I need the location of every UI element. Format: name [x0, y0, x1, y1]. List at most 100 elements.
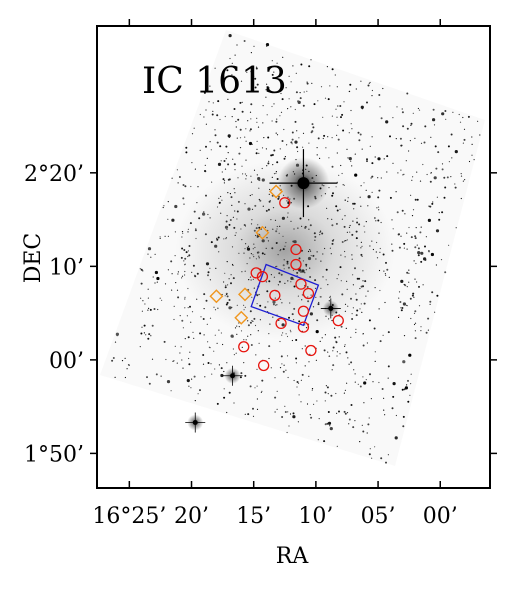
background-star	[417, 247, 420, 250]
background-star	[340, 164, 342, 167]
background-star	[205, 299, 208, 302]
background-star	[363, 302, 366, 305]
background-star	[256, 174, 258, 176]
background-star	[274, 297, 276, 299]
background-star	[221, 171, 223, 173]
background-star	[433, 176, 437, 180]
background-star	[218, 364, 220, 366]
background-star	[218, 251, 220, 253]
background-star	[385, 261, 387, 264]
background-star	[211, 113, 214, 116]
background-star	[431, 202, 434, 205]
y-tick-label: 10’	[49, 255, 84, 280]
background-star	[147, 297, 149, 299]
background-star	[331, 115, 333, 117]
background-star	[360, 80, 362, 82]
background-star	[382, 87, 384, 90]
background-star	[247, 324, 250, 327]
background-star	[270, 154, 273, 157]
background-star	[401, 111, 404, 114]
background-star	[290, 106, 292, 108]
background-star	[262, 122, 264, 124]
background-star	[235, 232, 237, 234]
background-star	[234, 54, 236, 56]
background-star	[338, 336, 340, 338]
background-star	[272, 164, 274, 166]
background-star	[254, 86, 257, 89]
background-star	[362, 270, 364, 272]
background-star	[265, 281, 267, 283]
background-star	[345, 327, 347, 329]
background-star	[310, 416, 313, 419]
background-star	[256, 83, 259, 86]
background-star	[293, 285, 296, 288]
background-star	[314, 287, 317, 289]
background-star	[288, 316, 290, 319]
background-star	[362, 280, 364, 282]
background-star	[244, 203, 246, 205]
background-star	[431, 291, 434, 294]
background-star	[216, 114, 219, 117]
background-star	[349, 83, 352, 86]
background-star	[217, 100, 220, 103]
background-star	[436, 294, 439, 297]
background-star	[218, 329, 220, 331]
background-star	[232, 348, 234, 350]
background-star	[342, 129, 345, 132]
background-star	[282, 332, 284, 334]
background-star	[216, 206, 219, 208]
background-star	[458, 113, 460, 116]
background-star	[191, 311, 194, 313]
background-star	[325, 315, 327, 317]
background-star	[196, 272, 199, 275]
background-star	[336, 134, 338, 136]
background-star	[249, 194, 251, 197]
background-star	[330, 394, 333, 397]
background-star	[471, 136, 473, 138]
background-star	[344, 389, 346, 391]
background-star	[327, 393, 329, 395]
background-star	[287, 266, 290, 269]
background-star	[324, 423, 327, 426]
background-star	[284, 411, 287, 413]
background-star	[230, 334, 234, 338]
galaxy-diffuse-glow	[175, 160, 395, 340]
background-star	[336, 445, 338, 447]
background-star	[261, 178, 265, 182]
background-star	[147, 309, 149, 311]
background-star	[347, 157, 349, 159]
background-star	[347, 357, 349, 359]
background-star	[139, 268, 141, 270]
background-star	[343, 392, 345, 394]
background-star	[184, 274, 186, 276]
background-star	[402, 360, 406, 364]
background-star	[454, 186, 457, 189]
background-star	[182, 327, 184, 329]
bright-stars	[185, 149, 341, 433]
background-star	[396, 211, 399, 214]
background-star	[281, 334, 283, 336]
background-star	[143, 324, 146, 327]
background-star	[412, 176, 414, 178]
background-star	[250, 223, 253, 225]
circle-marker	[297, 305, 310, 317]
background-star	[330, 253, 332, 255]
background-star	[267, 240, 269, 242]
background-star	[335, 108, 337, 110]
background-star	[190, 185, 192, 188]
background-star	[380, 117, 383, 120]
y-axis-ticks: 2°20’ 10’ 00’ 1°50’	[24, 162, 497, 467]
background-star	[322, 276, 324, 278]
background-star	[214, 244, 218, 248]
background-star	[351, 165, 353, 167]
background-star	[154, 282, 156, 284]
background-star	[328, 318, 330, 320]
background-star	[402, 415, 405, 418]
background-star	[272, 316, 274, 318]
background-star	[210, 363, 212, 365]
background-star	[352, 274, 354, 276]
background-star	[346, 239, 348, 241]
background-star	[391, 243, 393, 245]
background-star	[185, 251, 188, 254]
background-star	[199, 149, 201, 151]
